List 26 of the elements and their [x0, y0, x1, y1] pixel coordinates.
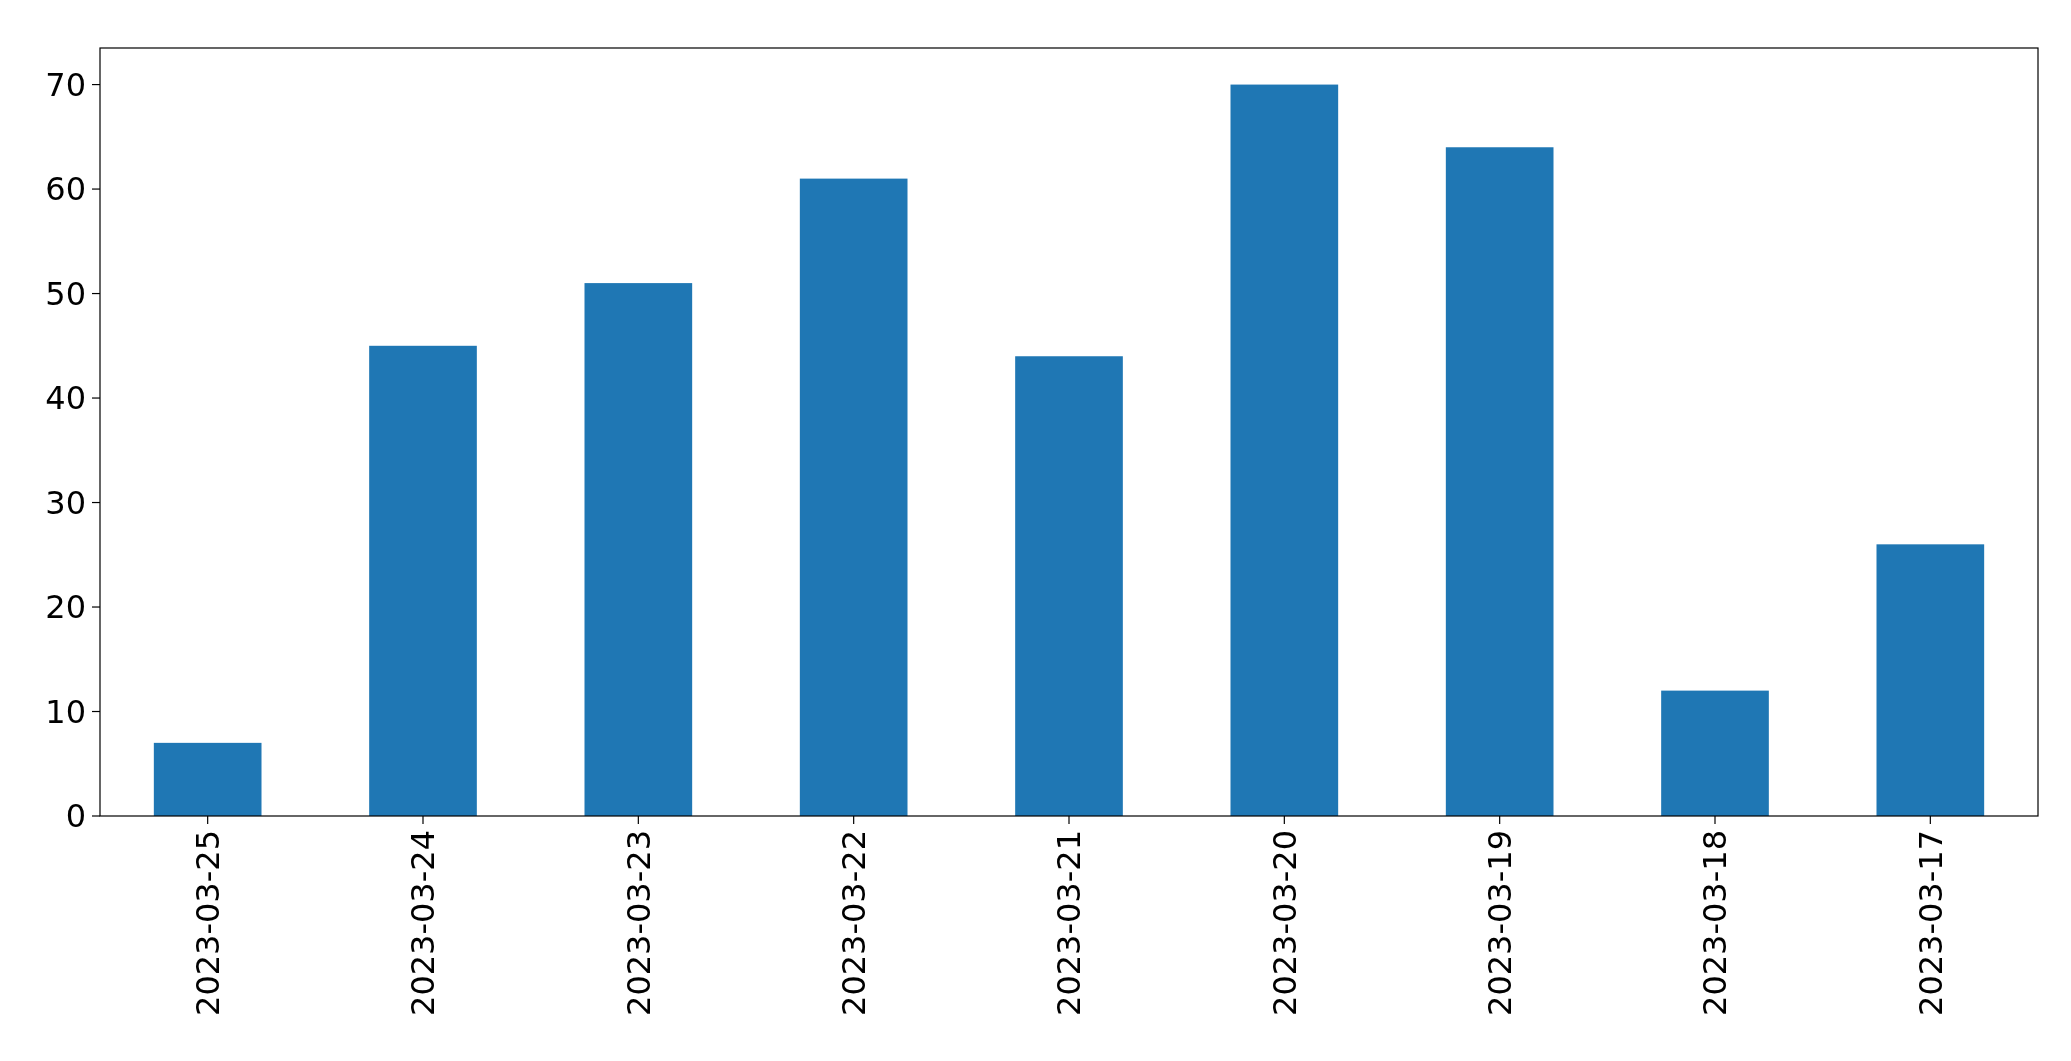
y-tick-label: 40 [45, 379, 86, 418]
x-tick-label: 2023-03-25 [188, 830, 227, 1016]
bar [1876, 544, 1985, 816]
bar [1015, 356, 1123, 816]
bar [799, 178, 908, 816]
bar [1445, 147, 1554, 816]
y-tick-label: 60 [45, 170, 86, 209]
y-tick-label: 30 [45, 483, 86, 522]
y-tick-label: 10 [45, 692, 86, 731]
x-tick-label: 2023-03-21 [1050, 830, 1089, 1016]
y-tick-label: 20 [45, 588, 86, 627]
x-tick-label: 2023-03-18 [1696, 830, 1735, 1016]
x-tick-label: 2023-03-20 [1265, 830, 1304, 1016]
x-tick-label: 2023-03-23 [619, 830, 658, 1016]
x-tick-label: 2023-03-17 [1911, 830, 1950, 1016]
y-tick-label: 0 [65, 797, 86, 836]
x-tick-label: 2023-03-22 [834, 830, 873, 1016]
bar [153, 742, 262, 816]
bar [1661, 690, 1769, 816]
bar [584, 283, 693, 816]
bar [369, 345, 477, 816]
bar [1230, 84, 1339, 816]
y-tick-label: 50 [45, 274, 86, 313]
x-tick-label: 2023-03-24 [404, 830, 443, 1016]
x-tick-label: 2023-03-19 [1480, 830, 1519, 1016]
y-tick-label: 70 [45, 65, 86, 104]
